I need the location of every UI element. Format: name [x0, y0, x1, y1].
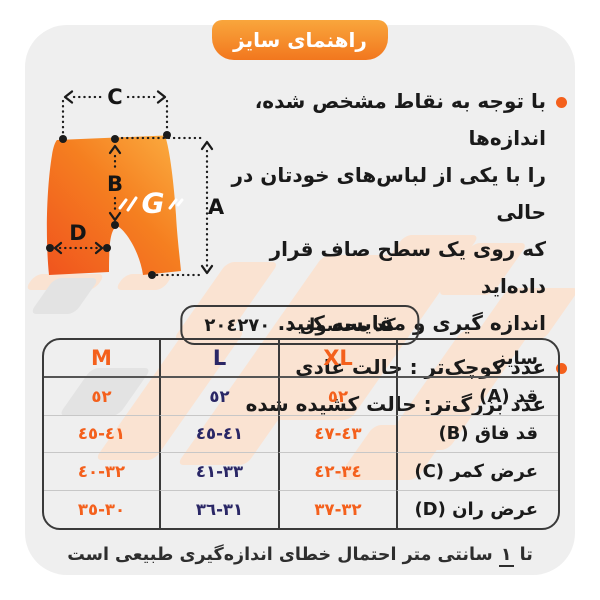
- col-header-m: M: [44, 340, 159, 378]
- cell-l: ٥٢: [159, 378, 278, 416]
- col-header-xl: XL: [278, 340, 396, 378]
- instruction-item: عدد کوچک‌تر : حالت عادی عدد بزرگ‌تر: حال…: [231, 349, 567, 423]
- measure-label-a: A: [208, 195, 225, 219]
- cell-xl: ٣٤-٤٢: [278, 453, 396, 491]
- guide-card: راهنمای سایز G: [25, 20, 575, 575]
- measure-label-b: B: [107, 172, 123, 196]
- cell-xl: ٥٢: [278, 378, 396, 416]
- note-prefix: تا: [519, 545, 533, 565]
- cell-m: ٤١-٤٥: [44, 416, 159, 453]
- size-guide-title-badge: راهنمای سایز: [212, 20, 388, 60]
- bullet-dot-icon: [556, 363, 567, 374]
- product-code-label: کد محصول :: [286, 314, 396, 336]
- cell-l: ٤١-٤٥: [159, 415, 278, 453]
- size-table: سایز XL L M قد (A) ٥٢ ٥٢ ٥٢ قد فاق (B) ٤…: [42, 338, 560, 530]
- brand-logo-letter: G: [142, 187, 165, 220]
- cell-xl: ٣٢-٣٧: [278, 490, 396, 528]
- row-label: عرض ران (D): [396, 490, 558, 528]
- measure-label-c: C: [107, 85, 122, 109]
- instruction-text: عدد کوچک‌تر : حالت عادی عدد بزرگ‌تر: حال…: [245, 355, 546, 416]
- bullet-dot-icon: [556, 97, 567, 108]
- row-label: عرض کمر (C): [396, 453, 558, 491]
- instruction-text: با توجه به نقاط مشخص شده، اندازه‌ها را ب…: [231, 89, 546, 335]
- measure-dots: [46, 131, 171, 279]
- tolerance-note: تا ١ سانتی متر احتمال خطای اندازه‌گیری ط…: [25, 545, 575, 567]
- brand-logo: G: [118, 187, 184, 220]
- cell-l: ٣٣-٤١: [159, 453, 278, 491]
- cell-xl: ٤٣-٤٧: [278, 415, 396, 453]
- shorts-illustration: [46, 135, 182, 275]
- row-label: قد (A): [396, 378, 558, 416]
- cell-m: ٣٢-٤٠: [44, 453, 159, 491]
- shorts-measurement-diagram: G: [46, 85, 225, 279]
- instruction-item: با توجه به نقاط مشخص شده، اندازه‌ها را ب…: [231, 83, 567, 342]
- instructions: با توجه به نقاط مشخص شده، اندازه‌ها را ب…: [231, 83, 567, 423]
- cell-m: ٥٢: [44, 378, 159, 416]
- product-code-value: ٢٠٤٢٧٠: [204, 314, 271, 336]
- size-guide-title: راهنمای سایز: [233, 28, 367, 52]
- col-header-size: سایز: [396, 340, 558, 378]
- measure-label-d: D: [69, 221, 86, 245]
- note-suffix: سانتی متر احتمال خطای اندازه‌گیری طبیعی …: [67, 545, 493, 565]
- row-label: قد فاق (B): [396, 415, 558, 453]
- cell-l: ٣١-٣٦: [159, 490, 278, 528]
- col-header-l: L: [159, 340, 278, 378]
- cell-m: ٣٠-٣٥: [77, 499, 126, 519]
- product-code-pill: کد محصول : ٢٠٤٢٧٠: [180, 305, 420, 345]
- note-number: ١: [498, 545, 514, 567]
